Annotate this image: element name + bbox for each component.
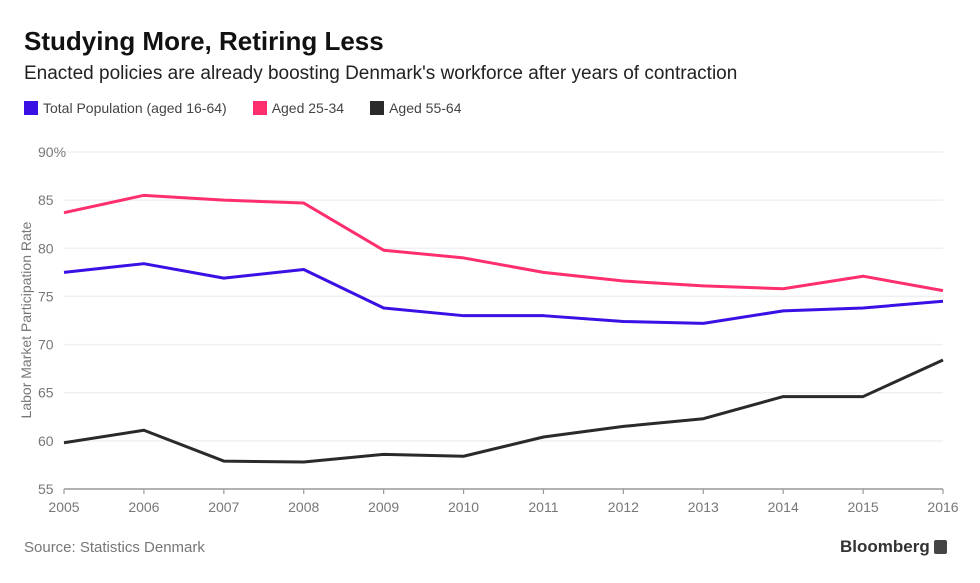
y-tick-label: 75 <box>38 288 54 304</box>
series-line-0 <box>63 262 944 325</box>
x-tick-label: 2012 <box>608 499 639 515</box>
legend-item-total: Total Population (aged 16-64) <box>24 100 227 116</box>
x-tick-label: 2005 <box>48 499 79 515</box>
x-tick-label: 2010 <box>448 499 479 515</box>
y-tick-label: 65 <box>38 385 54 401</box>
y-tick-label: 55 <box>38 481 54 497</box>
legend-swatch <box>252 101 267 115</box>
series-line-2 <box>63 358 944 464</box>
legend-label: Aged 25-34 <box>271 100 345 116</box>
legend-label: Total Population (aged 16-64) <box>43 100 227 116</box>
y-axis-label: Labor Market Participation Rate <box>18 221 34 418</box>
y-tick-label: 85 <box>38 192 54 208</box>
series-line-1 <box>63 193 944 293</box>
legend-label: Aged 55-64 <box>389 100 462 116</box>
brand-text: Bloomberg <box>840 537 930 556</box>
x-tick-label: 2015 <box>848 499 879 515</box>
y-tick-label: 70 <box>38 337 54 353</box>
x-tick-label: 2009 <box>368 499 399 515</box>
y-tick-label: 90% <box>38 144 66 160</box>
chart-subtitle: Enacted policies are already boosting De… <box>24 63 738 84</box>
bloomberg-icon <box>933 540 947 554</box>
x-tick-label: 2007 <box>208 499 239 515</box>
y-tick-label: 80 <box>38 240 54 256</box>
chart-title: Studying More, Retiring Less <box>24 26 384 56</box>
legend-swatch <box>24 101 38 115</box>
x-tick-label: 2008 <box>288 499 319 515</box>
x-tick-label: 2006 <box>128 499 159 515</box>
x-tick-label: 2016 <box>927 499 958 515</box>
y-tick-label: 60 <box>38 433 54 449</box>
legend-swatch <box>370 101 385 115</box>
legend-item-25-34: Aged 25-34 <box>252 100 345 116</box>
x-tick-label: 2013 <box>688 499 719 515</box>
bloomberg-logo: Bloomberg <box>840 537 947 557</box>
legend-item-55-64: Aged 55-64 <box>370 100 462 116</box>
x-tick-label: 2014 <box>768 499 799 515</box>
x-tick-label: 2011 <box>528 499 558 515</box>
legend: Total Population (aged 16-64) Aged 25-34… <box>24 100 462 116</box>
source-note: Source: Statistics Denmark <box>24 539 205 556</box>
